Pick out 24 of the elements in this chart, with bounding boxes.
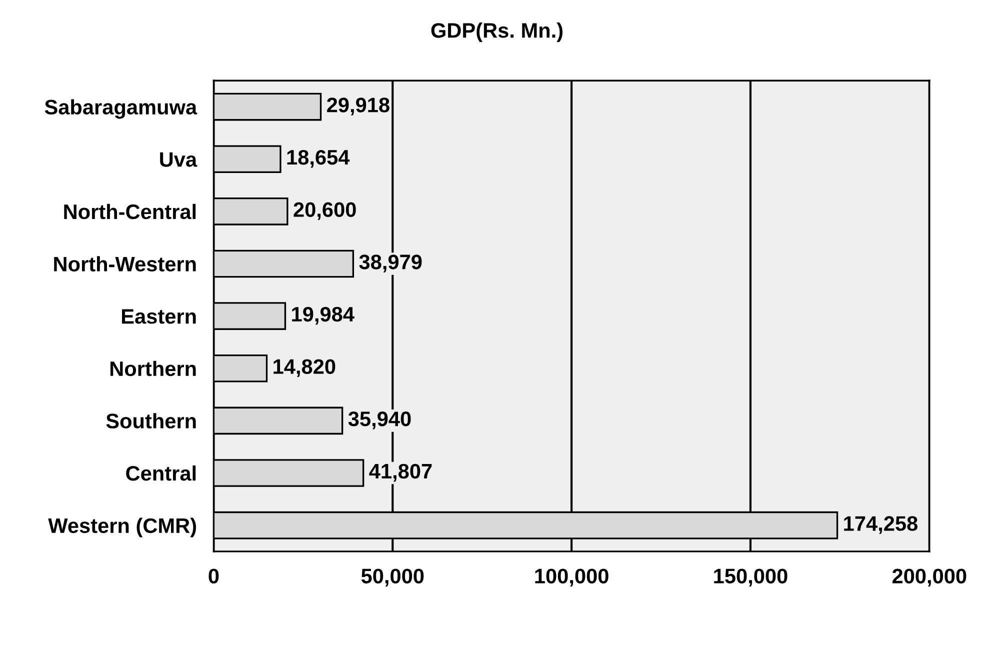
y-tick-label: North-Central <box>64 204 196 220</box>
y-tick-label: Northern <box>110 360 196 376</box>
data-label: 41,807 <box>369 464 432 482</box>
y-tick-label: North-Western <box>54 256 196 272</box>
y-tick-label: Uva <box>160 152 198 167</box>
data-label: 18,654 <box>287 150 350 168</box>
x-tick-label: 200,000 <box>892 568 966 586</box>
data-label: 29,918 <box>327 98 390 116</box>
x-tick-label: 150,000 <box>714 568 788 586</box>
data-label: 20,600 <box>294 202 356 220</box>
x-tick-label: 50,000 <box>361 568 424 586</box>
x-tick-label: 0 <box>208 568 219 584</box>
chart-title: GDP(Rs. Mn.) <box>431 22 563 42</box>
y-tick-label: Southern <box>106 413 196 428</box>
y-tick-label: Sabaragamuwa <box>44 99 198 119</box>
y-tick-label: Western (CMR) <box>48 518 196 538</box>
x-tick-label: 100,000 <box>535 568 608 586</box>
data-label: 38,979 <box>359 254 422 272</box>
y-tick-label: Central <box>126 465 196 481</box>
data-label: 19,984 <box>292 306 354 325</box>
y-tick-label: Eastern <box>122 309 196 324</box>
data-label: 35,940 <box>348 412 411 430</box>
data-label: 174,258 <box>844 516 918 534</box>
data-label: 14,820 <box>274 359 336 377</box>
